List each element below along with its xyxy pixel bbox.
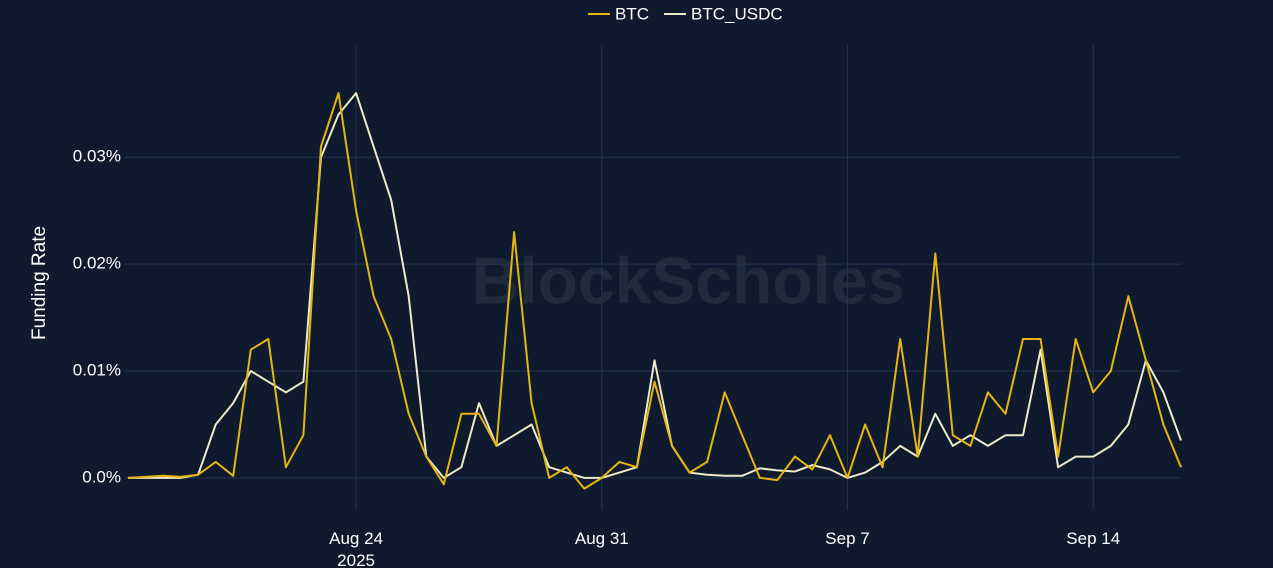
series-line [127,92,1182,490]
x-tick-label: Aug 24 2025 [329,529,383,568]
series-line [127,92,1182,479]
y-tick-label: 0.0% [82,467,121,486]
x-tick-label: Aug 31 [575,529,629,548]
legend-label: BTC [615,4,649,23]
watermark: BlockScholes [472,243,905,317]
y-tick-label: 0.02% [73,254,121,273]
legend-label: BTC_USDC [691,4,783,23]
x-tick-label: Sep 7 [825,529,869,548]
y-axis-title: Funding Rate [29,226,50,340]
y-tick-label: 0.01% [73,361,121,380]
y-tick-label: 0.03% [73,147,121,166]
legend: BTC BTC_USDC [588,4,783,23]
x-tick-label: Sep 14 [1066,529,1120,548]
